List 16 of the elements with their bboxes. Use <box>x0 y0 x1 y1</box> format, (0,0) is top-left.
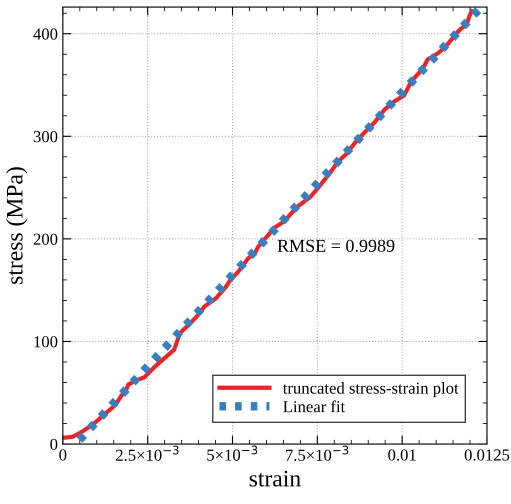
y-tick-label: 200 <box>34 234 58 245</box>
y-axis-title: stress (MPa) <box>6 167 28 284</box>
legend-label: Linear fit <box>283 400 346 412</box>
y-tick-label: 400 <box>33 28 58 40</box>
y-tick-label: 300 <box>34 131 58 142</box>
x-tick-label: 0.0125 <box>464 449 510 461</box>
x-tick-label: 0.01 <box>388 449 416 461</box>
x-tick-label: 2.5×10$^{−3}$ <box>116 446 179 461</box>
y-tick-label: 100 <box>34 336 58 348</box>
legend-label: truncated stress-strain plot <box>282 382 459 398</box>
annotation: RMSE = 0.9989 <box>278 240 394 252</box>
x-tick-label: 5×10$^{−3}$ <box>207 446 258 461</box>
x-tick-label: 7.5×10$^{−3}$ <box>286 446 348 461</box>
x-tick-label: 0 <box>59 449 66 461</box>
x-axis-title: strain <box>250 470 301 487</box>
y-tick-label: 0 <box>50 438 58 450</box>
